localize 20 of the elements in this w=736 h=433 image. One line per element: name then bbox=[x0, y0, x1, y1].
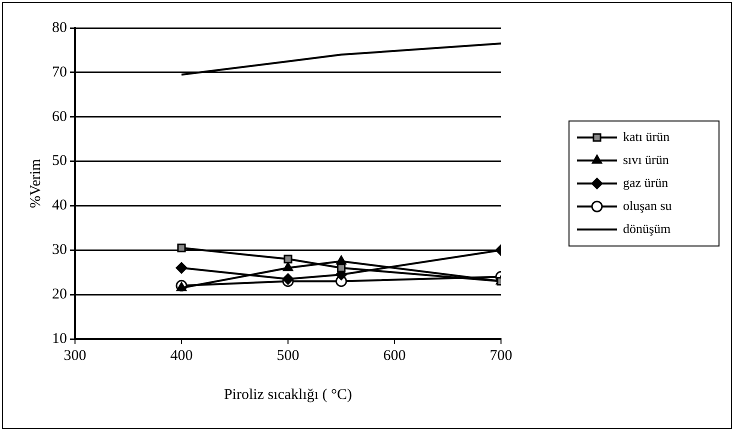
x-axis-title: Piroliz sıcaklığı ( °C) bbox=[224, 386, 352, 403]
y-axis-title: %Verim bbox=[28, 158, 44, 208]
legend-label: sıvı ürün bbox=[623, 152, 670, 167]
y-tick-label: 60 bbox=[52, 108, 67, 125]
y-tick-label: 40 bbox=[52, 198, 67, 214]
x-tick-label: 400 bbox=[170, 348, 193, 364]
y-tick-label: 20 bbox=[52, 286, 67, 303]
legend-label: oluşan su bbox=[623, 198, 672, 213]
legend-label: gaz ürün bbox=[623, 174, 669, 190]
legend-label: dönüşüm bbox=[623, 220, 671, 236]
x-tick-label: 700 bbox=[490, 348, 512, 364]
y-tick-label: 80 bbox=[52, 20, 67, 36]
legend-label: katı ürün bbox=[623, 128, 670, 144]
x-tick-label: 600 bbox=[383, 348, 406, 364]
x-tick-label: 500 bbox=[276, 348, 300, 364]
x-tick-label: 300 bbox=[64, 348, 86, 364]
y-tick-label: 30 bbox=[52, 242, 67, 258]
y-tick-label: 50 bbox=[52, 153, 67, 170]
y-tick-label: 10 bbox=[52, 330, 67, 347]
y-tick-label: 70 bbox=[52, 64, 67, 80]
